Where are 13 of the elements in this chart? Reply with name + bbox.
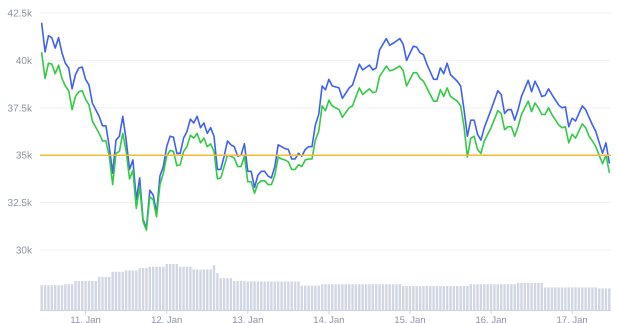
y-tick-label: 40k xyxy=(16,56,33,67)
x-tick-label: 14. Jan xyxy=(313,315,344,323)
x-tick-label: 15. Jan xyxy=(394,315,426,323)
y-tick-label: 35k xyxy=(16,150,33,162)
x-tick-label: 12. Jan xyxy=(151,315,182,323)
y-tick-label: 42.5k xyxy=(8,8,33,20)
y-tick-label: 37.5k xyxy=(8,103,33,114)
x-tick-label: 17. Jan xyxy=(556,315,588,323)
x-tick-label: 16. Jan xyxy=(475,315,507,323)
x-tick-label: 13. Jan xyxy=(232,315,264,323)
y-tick-label: 30k xyxy=(16,246,33,256)
x-tick-label: 11. Jan xyxy=(70,315,101,323)
y-tick-label: 32.5k xyxy=(8,198,33,210)
